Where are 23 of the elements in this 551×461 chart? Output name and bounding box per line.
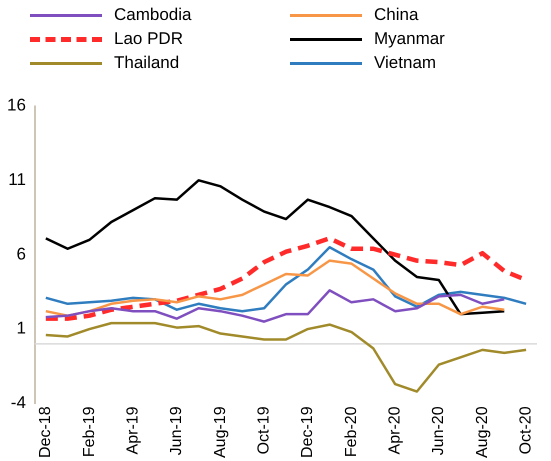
legend-label: Vietnam bbox=[374, 53, 436, 73]
legend-label: Lao PDR bbox=[114, 29, 183, 49]
y-tick-label: -4 bbox=[10, 393, 26, 412]
x-tick-label: Apr-19 bbox=[124, 406, 142, 454]
x-tick-label: Oct-19 bbox=[256, 406, 273, 454]
x-tick-label: Oct-20 bbox=[517, 406, 534, 454]
legend-label: Thailand bbox=[114, 53, 180, 73]
x-tick-label: Aug-20 bbox=[474, 406, 491, 458]
x-tick-label: Feb-20 bbox=[342, 406, 360, 458]
legend-label: Cambodia bbox=[114, 5, 192, 25]
x-tick-label: Jun-19 bbox=[168, 406, 186, 456]
legend-label: China bbox=[374, 5, 418, 25]
y-tick-label: 16 bbox=[6, 96, 26, 115]
x-tick-label: Aug-19 bbox=[212, 406, 229, 458]
y-tick-label: 1 bbox=[16, 318, 26, 338]
legend-label: Myanmar bbox=[374, 29, 445, 49]
x-tick-label: Feb-19 bbox=[80, 406, 98, 458]
x-tick-label: Jun-20 bbox=[430, 406, 448, 456]
x-tick-label: Apr-20 bbox=[386, 406, 404, 454]
y-tick-label: 6 bbox=[16, 244, 26, 264]
x-tick-label: Dec-19 bbox=[299, 406, 316, 458]
x-tick-label: Dec-18 bbox=[37, 406, 54, 458]
y-tick-label: 11 bbox=[8, 170, 26, 190]
